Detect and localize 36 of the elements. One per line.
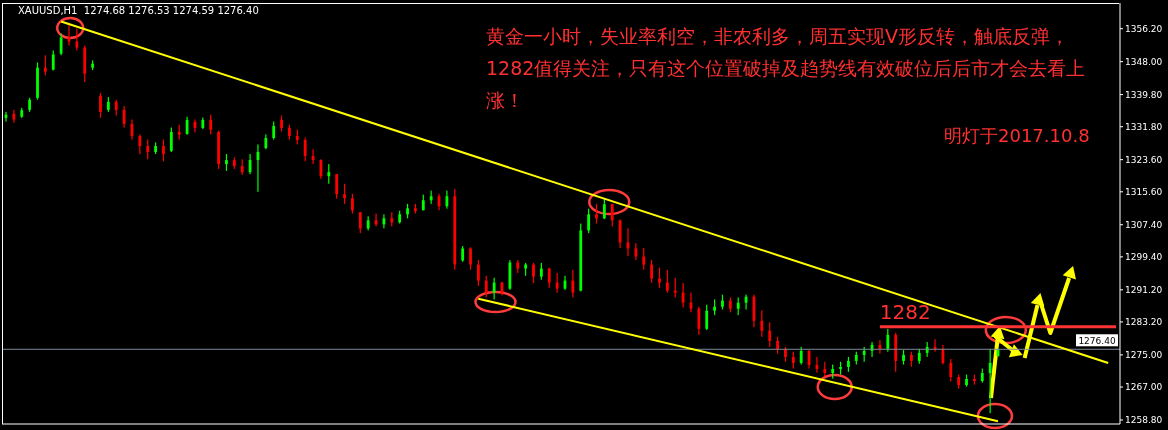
candlestick: [839, 361, 842, 375]
y-tick-label: 1267.00: [1125, 382, 1163, 393]
candlestick: [36, 62, 39, 100]
series-label: 1282: [879, 299, 931, 324]
candlestick: [280, 115, 283, 132]
candlestick: [902, 350, 905, 365]
candlestick: [784, 346, 787, 362]
candlestick: [965, 374, 968, 387]
y-tick-label: 1339.80: [1125, 89, 1163, 100]
candlestick: [532, 262, 535, 283]
y-tick-label: 1331.80: [1125, 121, 1163, 132]
y-tick-label: 1291.20: [1125, 285, 1163, 296]
annotation: 明灯于2017.10.8: [944, 124, 1090, 148]
candlestick: [469, 247, 472, 270]
candlestick: [595, 203, 598, 224]
y-tick-label: 1356.20: [1125, 23, 1163, 34]
y-tick-label: 1283.20: [1125, 317, 1163, 328]
candlestick: [343, 183, 346, 204]
y-tick-label: 1307.40: [1125, 219, 1163, 230]
annotation: 黄金一小时，失业率利空，非农利多，周五实现V形反转，触底反弹，1282值得关注，只有这个位置破掉及趋势线有效破位后后市才会去看上涨！: [486, 24, 1087, 113]
candlestick: [721, 294, 724, 310]
candlestick: [847, 356, 850, 372]
y-tick-label: 1258.80: [1125, 415, 1163, 426]
y-tick-label: 1323.60: [1125, 154, 1163, 165]
candlestick: [658, 267, 661, 288]
y-tick-label: 1299.40: [1125, 252, 1163, 263]
y-tick-label: 1315.60: [1125, 187, 1163, 197]
chart-title: XAUUSD,H1 1274.68 1276.53 1274.59 1276.40: [18, 5, 259, 16]
candlestick: [406, 203, 409, 219]
candlestick: [162, 139, 165, 162]
candlestick: [225, 154, 228, 171]
y-tick-label: 1275.00: [1125, 350, 1163, 361]
y-tick-label: 1348.00: [1125, 56, 1163, 67]
candlestick: [288, 124, 291, 140]
candlestick: [99, 92, 102, 118]
ref-line-label: 1276.40: [1078, 335, 1116, 346]
